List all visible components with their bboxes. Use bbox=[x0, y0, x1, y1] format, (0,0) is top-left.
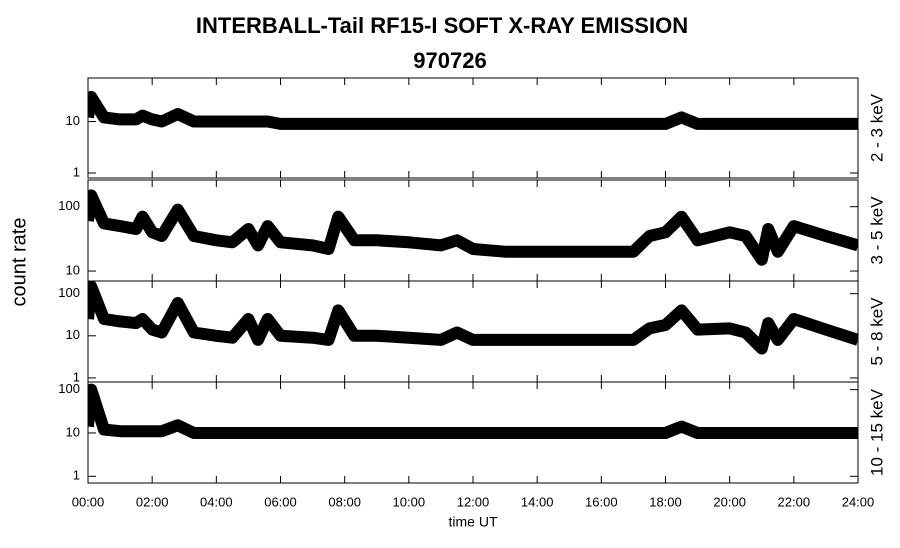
data-line bbox=[88, 281, 858, 355]
panel-label: 3 - 5 keV bbox=[867, 196, 886, 265]
y-tick-label: 100 bbox=[58, 198, 80, 213]
data-line bbox=[88, 90, 858, 130]
chart-subtitle: 970726 bbox=[413, 48, 486, 73]
x-tick-label: 04:00 bbox=[200, 494, 233, 509]
y-tick-label: 1 bbox=[73, 164, 80, 179]
data-line bbox=[88, 189, 858, 266]
x-tick-label: 20:00 bbox=[713, 494, 746, 509]
x-tick-label: 00:00 bbox=[72, 494, 105, 509]
y-tick-label: 10 bbox=[66, 424, 80, 439]
x-tick-label: 08:00 bbox=[328, 494, 361, 509]
x-tick-label: 16:00 bbox=[585, 494, 618, 509]
y-tick-label: 1 bbox=[73, 369, 80, 384]
chart-title: INTERBALL-Tail RF15-I SOFT X-RAY EMISSIO… bbox=[196, 13, 688, 38]
y-tick-label: 10 bbox=[66, 113, 80, 128]
data-line bbox=[88, 383, 858, 439]
panel-label: 10 - 15 keV bbox=[867, 388, 886, 476]
y-tick-label: 10 bbox=[66, 327, 80, 342]
x-tick-label: 18:00 bbox=[649, 494, 682, 509]
x-tick-label: 22:00 bbox=[778, 494, 811, 509]
x-tick-label: 06:00 bbox=[264, 494, 297, 509]
y-tick-label: 100 bbox=[58, 381, 80, 396]
x-tick-label: 12:00 bbox=[457, 494, 490, 509]
y-tick-label: 1 bbox=[73, 468, 80, 483]
panel-label: 2 - 3 keV bbox=[867, 93, 886, 162]
x-tick-label: 24:00 bbox=[842, 494, 875, 509]
x-tick-label: 10:00 bbox=[393, 494, 426, 509]
y-tick-label: 10 bbox=[66, 262, 80, 277]
x-tick-label: 02:00 bbox=[136, 494, 169, 509]
y-tick-label: 100 bbox=[58, 285, 80, 300]
y-axis-label: count rate bbox=[8, 218, 30, 307]
x-tick-label: 14:00 bbox=[521, 494, 554, 509]
panel-label: 5 - 8 keV bbox=[867, 297, 886, 366]
x-axis-label: time UT bbox=[449, 514, 498, 530]
